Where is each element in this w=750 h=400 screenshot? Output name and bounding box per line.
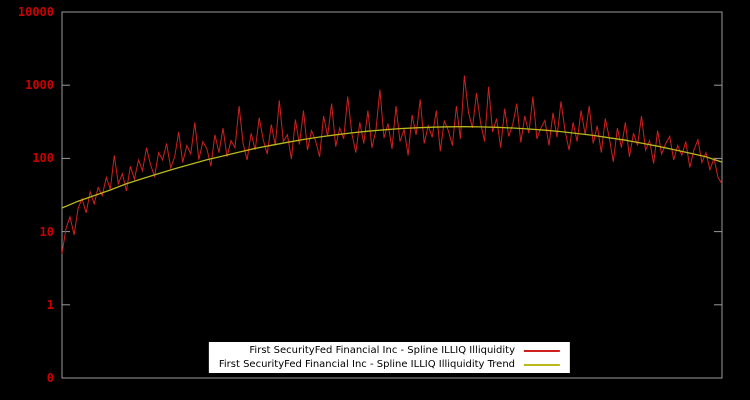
legend-item-trend: First SecurityFed Financial Inc - Spline…	[218, 358, 561, 371]
legend-item-trend-swatch	[524, 363, 561, 366]
plot-border	[61, 11, 723, 379]
y-axis-label-0: 0	[46, 371, 54, 385]
legend-item-illiquidity-label: First SecurityFed Financial Inc - Spline…	[249, 345, 516, 356]
y-axis-label-10: 10	[39, 225, 54, 239]
illiquidity-series-line	[61, 75, 723, 254]
legend-item-trend-label: First SecurityFed Financial Inc - Spline…	[218, 359, 516, 370]
legend: First SecurityFed Financial Inc - Spline…	[208, 342, 571, 373]
legend-item-illiquidity: First SecurityFed Financial Inc - Spline…	[249, 344, 561, 357]
y-axis-label-1000: 1000	[25, 78, 54, 92]
axis-ticks	[62, 11, 722, 379]
illiquidity-trend-line	[61, 126, 723, 209]
y-axis-label-100: 100	[32, 151, 54, 165]
y-axis-label-10000: 10000	[17, 5, 54, 19]
legend-item-illiquidity-swatch	[524, 349, 561, 352]
y-axis-label-1: 1	[46, 298, 54, 312]
